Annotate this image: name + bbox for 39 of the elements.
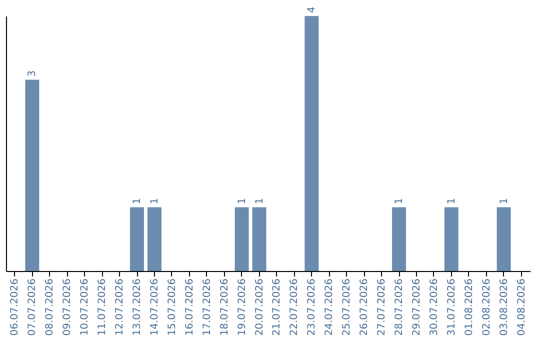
x-tick-label: 06.07.2026 [10, 278, 21, 336]
data-label: 1 [132, 198, 143, 204]
data-label: 1 [394, 198, 405, 204]
x-tick-label: 19.07.2026 [236, 278, 248, 336]
data-label: 1 [254, 198, 266, 204]
x-tick-label: 24.07.2026 [324, 278, 336, 336]
x-tick-label: 14.07.2026 [149, 278, 160, 336]
data-label: 1 [498, 198, 510, 204]
x-tick-label: 31.07.2026 [446, 278, 458, 336]
x-tick-label: 28.07.2026 [394, 278, 405, 336]
x-tick-label: 03.08.2026 [498, 278, 510, 336]
x-tick-label: 30.07.2026 [428, 278, 440, 336]
x-tick-label: 15.07.2026 [166, 278, 178, 336]
x-tick-label: 17.07.2026 [202, 278, 213, 336]
data-label: 1 [149, 198, 160, 204]
x-tick-label: 21.07.2026 [272, 278, 283, 336]
x-tick-label: 09.07.2026 [62, 278, 74, 336]
x-tick-label: 27.07.2026 [376, 278, 388, 336]
x-tick-label: 11.07.2026 [97, 278, 108, 336]
data-label: 1 [446, 198, 458, 204]
x-tick-label: 08.07.2026 [44, 278, 56, 336]
x-tick-label: 23.07.2026 [306, 278, 318, 336]
x-tick-label: 18.07.2026 [219, 278, 230, 336]
x-tick-label: 10.07.2026 [80, 278, 91, 336]
x-tick-label: 29.07.2026 [411, 278, 422, 336]
x-tick-label: 07.07.2026 [27, 278, 38, 336]
data-label: 3 [27, 70, 38, 77]
x-tick-label: 02.08.2026 [481, 278, 492, 336]
x-tick-label: 22.07.2026 [289, 278, 300, 336]
x-tick-label: 20.07.2026 [254, 278, 266, 336]
data-label: 4 [306, 6, 318, 13]
x-tick-label: 16.07.2026 [184, 278, 196, 336]
x-tick-label: 25.07.2026 [342, 278, 353, 336]
data-label: 1 [236, 198, 248, 204]
x-tick-label: 12.07.2026 [114, 278, 126, 336]
x-tick-label: 01.08.2026 [464, 278, 475, 336]
x-tick-label: 13.07.2026 [132, 278, 143, 336]
x-tick-label: 04.08.2026 [516, 278, 528, 336]
x-tick-label: 26.07.2026 [359, 278, 370, 336]
